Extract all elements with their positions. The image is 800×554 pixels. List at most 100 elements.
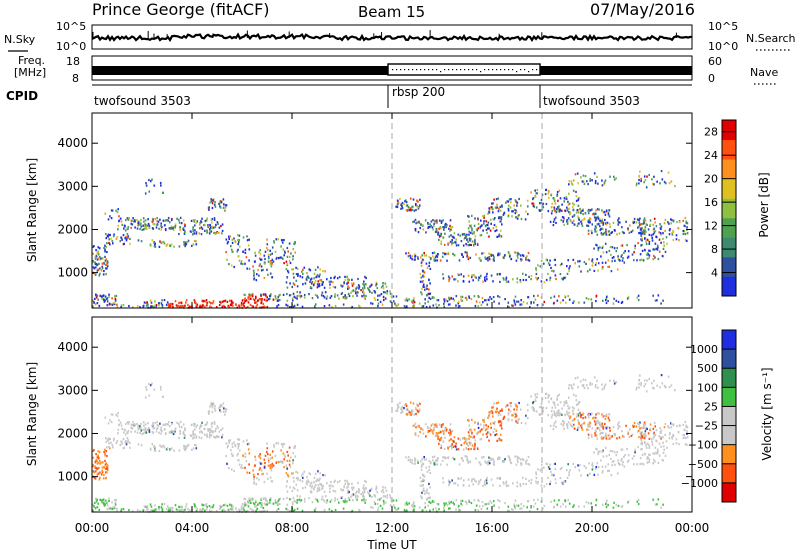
power-cell (214, 226, 217, 229)
velocity-cell (278, 498, 280, 501)
velocity-cell (590, 502, 593, 505)
power-cell (265, 299, 268, 302)
power-cell (126, 227, 128, 230)
velocity-cell (248, 452, 251, 455)
velocity-cell (587, 416, 590, 419)
velocity-cell (416, 410, 419, 413)
power-cell (644, 237, 646, 240)
power-cell (283, 250, 286, 253)
velocity-cell (550, 410, 553, 413)
velocity-cell (511, 414, 513, 417)
velocity-cell (315, 480, 317, 483)
velocity-cell (157, 424, 160, 427)
power-cell (348, 294, 351, 297)
velocity-cell (652, 462, 654, 465)
velocity-cell (268, 461, 270, 464)
power-cell (266, 246, 268, 250)
velocity-cell (661, 458, 664, 462)
velocity-cell (617, 427, 619, 430)
velocity-cell (528, 479, 530, 482)
power-cell (478, 257, 481, 260)
nave-dot (420, 69, 422, 71)
power-cell (432, 255, 434, 258)
power-cell (104, 299, 106, 302)
velocity-cell (568, 415, 570, 418)
velocity-cell (557, 403, 559, 406)
velocity-cell (255, 505, 258, 508)
velocity-cell (493, 402, 495, 405)
velocity-cell (559, 505, 562, 508)
power-cell (469, 239, 471, 242)
velocity-cell (648, 445, 651, 448)
velocity-cell (497, 414, 500, 417)
velocity-cell (413, 457, 416, 460)
velocity-cell (180, 509, 183, 512)
power-cell (208, 232, 211, 235)
power-cell (148, 190, 151, 193)
power-cell (237, 234, 239, 237)
velocity-cell (169, 510, 171, 513)
power-cell (154, 304, 156, 307)
power-cell (615, 299, 618, 302)
power-cell (156, 223, 158, 226)
power-cell (357, 277, 359, 281)
velocity-cell (648, 446, 651, 449)
power-cell (591, 264, 594, 267)
power-cell (567, 259, 569, 262)
power-cell (255, 279, 258, 282)
velocity-cell (254, 505, 256, 508)
velocity-cell (151, 443, 154, 446)
power-cell (428, 296, 430, 299)
velocity-cell (607, 437, 609, 440)
power-cell (446, 300, 449, 303)
velocity-cell (293, 508, 296, 511)
velocity-cell (199, 425, 201, 428)
power-cell (161, 305, 164, 308)
power-cell (355, 292, 357, 295)
power-cell (145, 226, 147, 229)
velocity-cell (262, 506, 265, 509)
velocity-cell (419, 430, 421, 434)
power-cell (185, 301, 187, 304)
power-cell (492, 227, 495, 230)
velocity-cell (286, 459, 289, 462)
power-cell (427, 223, 429, 226)
velocity-cell (526, 459, 528, 462)
power-cell (421, 224, 424, 227)
velocity-cell (216, 435, 219, 438)
velocity-cell (301, 509, 304, 512)
velocity-cell (340, 488, 342, 491)
power-cell (487, 227, 489, 230)
velocity-cell (435, 425, 437, 428)
velocity-cell (126, 436, 129, 440)
velocity-cell (671, 422, 673, 426)
power-cell (507, 301, 510, 304)
power-cell (539, 202, 541, 205)
power-cell (421, 287, 423, 290)
power-cell (613, 297, 615, 300)
power-cell (510, 258, 513, 261)
nave-dot (516, 71, 518, 73)
power-cell (605, 297, 608, 300)
velocity-cell (644, 383, 647, 386)
power-cell (93, 301, 95, 304)
velocity-cell (492, 406, 494, 409)
velocity-cell (443, 432, 445, 435)
velocity-cell (564, 402, 567, 405)
velocity-cell (552, 473, 554, 476)
power-cell (317, 266, 319, 269)
velocity-cell (505, 480, 508, 483)
velocity-cell (121, 427, 123, 430)
power-cell (219, 200, 221, 203)
velocity-cell (382, 503, 385, 506)
power-cell (435, 303, 437, 306)
power-cell (645, 240, 647, 243)
velocity-cell (142, 509, 144, 512)
velocity-cell (657, 498, 660, 501)
power-cell (211, 225, 213, 228)
velocity-cell (93, 505, 95, 508)
velocity-cell (325, 501, 328, 504)
power-cell (525, 210, 527, 213)
velocity-cell (266, 442, 268, 445)
power-cell (453, 299, 455, 302)
